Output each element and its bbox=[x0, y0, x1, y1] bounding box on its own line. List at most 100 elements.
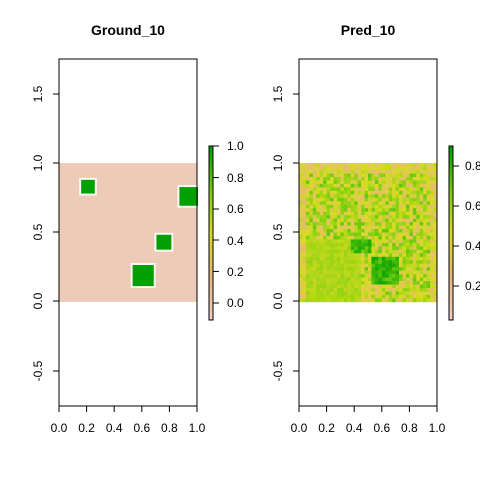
pred-cell bbox=[392, 246, 396, 251]
pred-cell bbox=[399, 197, 403, 202]
pred-cell bbox=[305, 176, 310, 181]
pred-cell bbox=[416, 208, 421, 212]
pred-cell bbox=[347, 194, 352, 199]
pred-cell bbox=[402, 197, 407, 202]
pred-cell bbox=[433, 204, 438, 209]
pred-cell bbox=[430, 284, 434, 289]
pred-cell bbox=[340, 208, 345, 212]
pred-cell bbox=[361, 229, 365, 233]
pred-cell bbox=[316, 194, 320, 199]
pred-cell bbox=[312, 235, 317, 240]
pred-cell bbox=[423, 277, 427, 282]
pred-cell bbox=[364, 176, 369, 181]
pred-cell bbox=[419, 291, 424, 296]
colorbar-step bbox=[209, 270, 213, 274]
pred-cell bbox=[405, 256, 410, 261]
colorbar-step bbox=[209, 160, 213, 164]
pred-cell bbox=[419, 163, 424, 167]
pred-cell bbox=[433, 249, 438, 254]
pred-cell bbox=[319, 232, 324, 237]
pred-cell bbox=[381, 267, 386, 271]
pred-cell bbox=[426, 222, 431, 226]
pred-cell bbox=[330, 270, 334, 275]
pred-cell bbox=[388, 176, 393, 181]
panel-title: Ground_10 bbox=[91, 22, 165, 38]
pred-cell bbox=[409, 270, 414, 275]
pred-cell bbox=[361, 166, 365, 171]
pred-cell bbox=[412, 190, 417, 195]
pred-cell bbox=[357, 256, 362, 261]
pred-cell bbox=[299, 260, 303, 265]
pred-cell bbox=[426, 239, 431, 244]
pred-cell bbox=[309, 229, 314, 233]
pred-cell bbox=[399, 173, 403, 178]
pred-cell bbox=[309, 298, 314, 303]
pred-cell bbox=[309, 170, 314, 174]
pred-cell bbox=[305, 222, 310, 226]
pred-cell bbox=[357, 274, 362, 278]
pred-cell bbox=[399, 208, 403, 212]
pred-cell bbox=[347, 173, 352, 178]
pred-cell bbox=[323, 288, 327, 292]
pred-cell bbox=[388, 222, 393, 226]
pred-cell bbox=[340, 291, 345, 296]
pred-cell bbox=[412, 201, 417, 206]
pred-cell bbox=[302, 294, 307, 299]
pred-cell bbox=[378, 291, 383, 296]
pred-cell bbox=[412, 208, 417, 212]
pred-cell bbox=[388, 260, 393, 265]
pred-cell bbox=[409, 208, 414, 212]
colorbar-step bbox=[449, 250, 453, 254]
pred-cell bbox=[405, 201, 410, 206]
pred-cell bbox=[368, 197, 372, 202]
pred-cell bbox=[388, 294, 393, 299]
pred-cell bbox=[350, 201, 355, 206]
pred-cell bbox=[343, 256, 348, 261]
pred-cell bbox=[395, 201, 400, 206]
pred-cell bbox=[350, 204, 355, 209]
pred-cell bbox=[330, 197, 334, 202]
pred-cell bbox=[399, 253, 403, 258]
colorbar-step bbox=[209, 180, 213, 185]
pred-cell bbox=[364, 215, 369, 219]
pred-cell bbox=[368, 204, 372, 209]
pred-cell bbox=[364, 298, 369, 303]
pred-cell bbox=[364, 211, 369, 216]
pred-cell bbox=[388, 166, 393, 171]
pred-cell bbox=[343, 166, 348, 171]
pred-cell bbox=[347, 163, 352, 167]
pred-cell bbox=[299, 249, 303, 254]
pred-cell bbox=[430, 180, 434, 185]
pred-cell bbox=[419, 204, 424, 209]
pred-cell bbox=[423, 204, 427, 209]
pred-cell bbox=[319, 263, 324, 268]
pred-cell bbox=[374, 204, 379, 209]
pred-cell bbox=[409, 176, 414, 181]
pred-cell bbox=[343, 263, 348, 268]
pred-cell bbox=[336, 270, 341, 275]
pred-cell bbox=[416, 201, 421, 206]
colorbar-step bbox=[209, 172, 213, 176]
pred-cell bbox=[416, 274, 421, 278]
pred-cell bbox=[395, 298, 400, 303]
pred-cell bbox=[361, 246, 365, 251]
pred-cell bbox=[381, 215, 386, 219]
pred-cell bbox=[361, 288, 365, 292]
pred-cell bbox=[364, 281, 369, 285]
colorbar-step bbox=[449, 296, 453, 301]
pred-cell bbox=[333, 201, 338, 206]
pred-cell bbox=[368, 291, 372, 296]
pred-cell bbox=[312, 291, 317, 296]
pred-cell bbox=[409, 274, 414, 278]
pred-cell bbox=[409, 225, 414, 230]
pred-cell bbox=[326, 256, 331, 261]
pred-cell bbox=[416, 197, 421, 202]
pred-cell bbox=[316, 263, 320, 268]
colorbar-tick-label: 0.6 bbox=[227, 202, 244, 216]
pred-cell bbox=[350, 267, 355, 271]
pred-cell bbox=[374, 277, 379, 282]
pred-cell bbox=[302, 242, 307, 247]
pred-cell bbox=[340, 180, 345, 185]
colorbar-step bbox=[209, 227, 213, 231]
pred-cell bbox=[426, 284, 431, 289]
